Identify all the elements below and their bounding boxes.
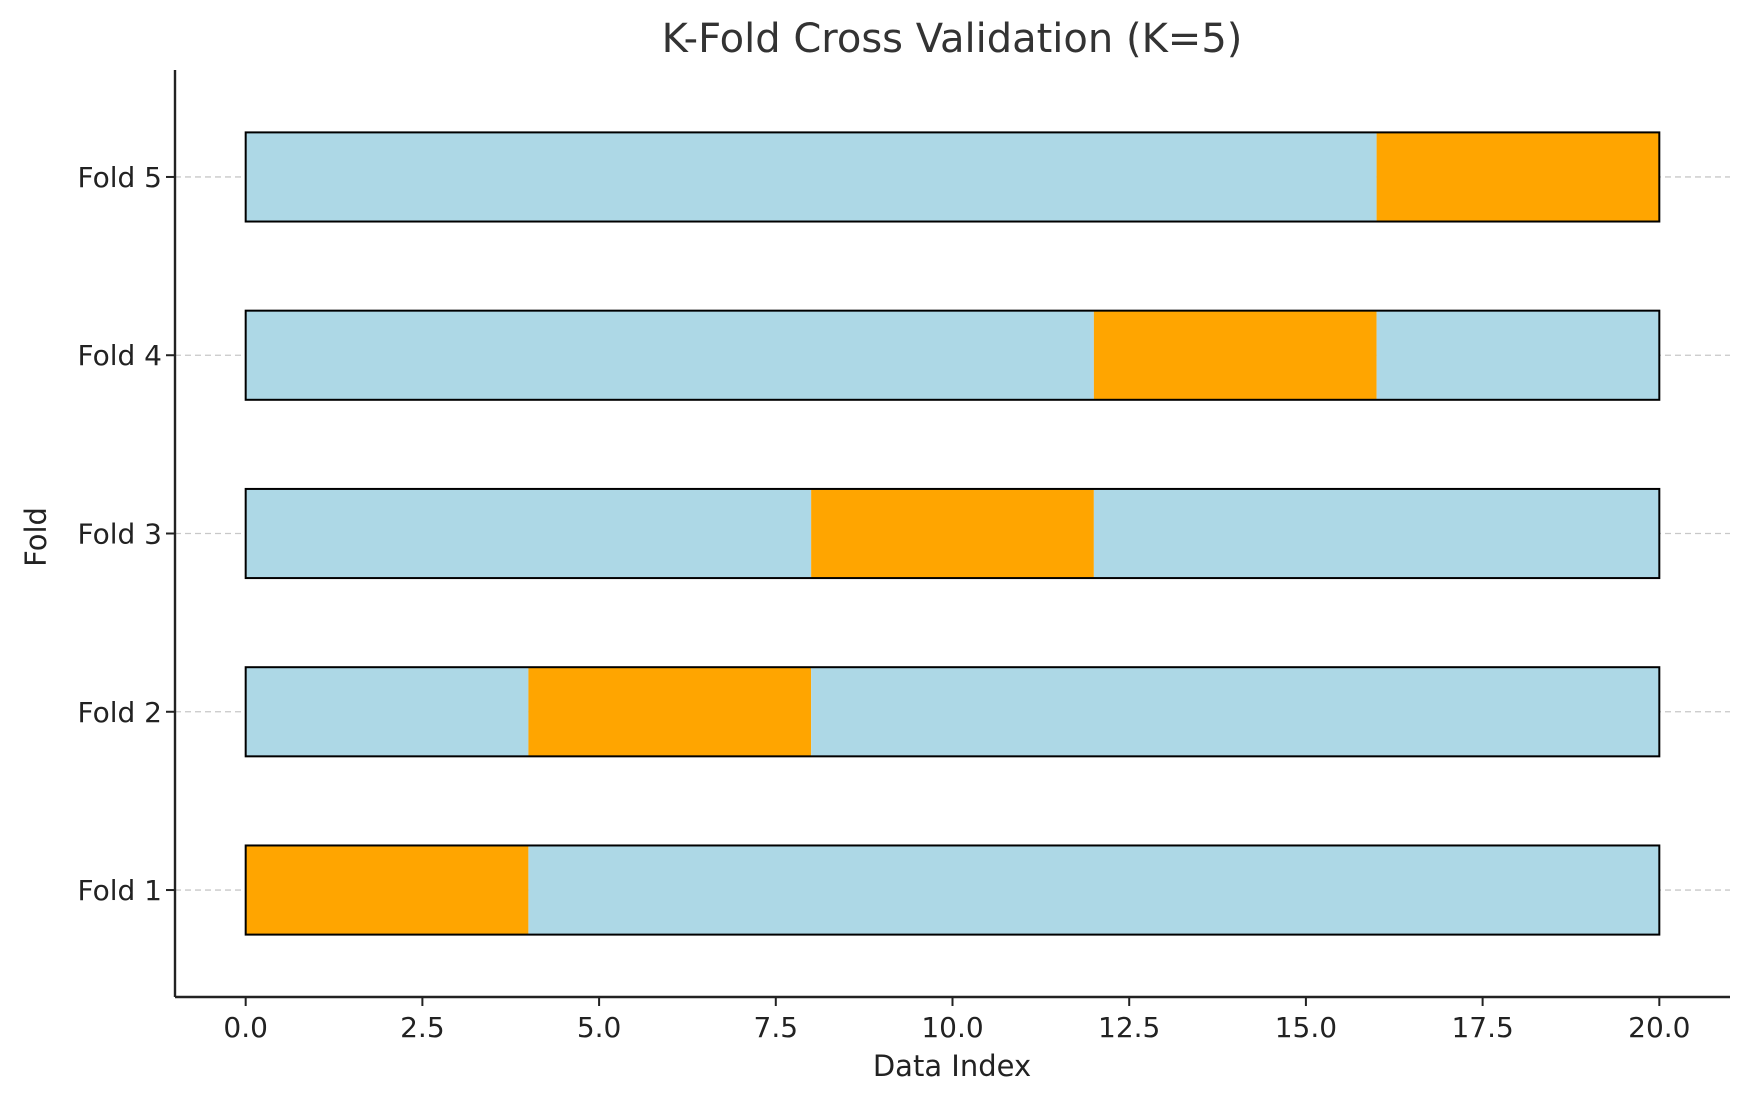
fold-3-outline: [244, 487, 1661, 580]
fold-3-test-segment: [811, 488, 1094, 579]
fold-4-test-segment: [1093, 310, 1377, 400]
fold-5-outline: [244, 131, 1661, 223]
x-tick-label-5: 12.5: [1098, 1011, 1160, 1044]
fold-5-test-segment: [1376, 132, 1660, 222]
x-tick-label-6: 15.0: [1275, 1011, 1337, 1044]
fold-4-outline: [244, 309, 1661, 401]
fold-bar-2: [244, 666, 1661, 758]
fold-bar-1: [244, 844, 1661, 936]
fold-bar-4: [244, 309, 1661, 401]
fold-bars: [244, 131, 1661, 936]
x-tick-label-4: 10.0: [921, 1011, 983, 1044]
x-tick-label-8: 20.0: [1628, 1011, 1690, 1044]
x-tick-label-3: 7.5: [754, 1011, 799, 1044]
y-tick-label-4: Fold 4: [77, 339, 162, 372]
fold-2-outline: [244, 666, 1661, 758]
fold-1-outline: [244, 844, 1661, 936]
fold-1-test-segment: [245, 845, 529, 935]
fold-4-train-segment: [245, 310, 1094, 400]
fold-3-train-segment: [1093, 488, 1660, 579]
y-axis-label: Fold: [19, 507, 53, 567]
fold-2-test-segment: [528, 667, 812, 757]
y-tick-label-1: Fold 1: [77, 874, 162, 907]
fold-bar-3: [244, 487, 1661, 580]
y-tick-label-5: Fold 5: [77, 161, 162, 194]
chart-title: K-Fold Cross Validation (K=5): [662, 16, 1243, 62]
y-axis-ticks: Fold 1 Fold 2 Fold 3 Fold 4 Fold 5: [77, 161, 175, 907]
y-tick-label-2: Fold 2: [77, 696, 162, 729]
fold-5-train-segment: [245, 132, 1377, 222]
fold-2-train-segment: [811, 667, 1660, 757]
x-tick-label-2: 5.0: [577, 1011, 622, 1044]
fold-2-train-segment: [245, 667, 529, 757]
fold-3-train-segment: [245, 488, 812, 579]
x-tick-label-0: 0.0: [223, 1011, 268, 1044]
y-tick-label-3: Fold 3: [77, 518, 162, 551]
fold-bar-5: [244, 131, 1661, 223]
x-tick-label-1: 2.5: [400, 1011, 445, 1044]
x-tick-label-7: 17.5: [1451, 1011, 1513, 1044]
x-axis-label: Data Index: [873, 1049, 1031, 1083]
fold-4-train-segment: [1376, 310, 1660, 400]
x-axis-ticks: 0.0 2.5 5.0 7.5 10.0 12.5 15.0 17.5 20.0: [223, 997, 1690, 1044]
fold-1-train-segment: [528, 845, 1660, 935]
